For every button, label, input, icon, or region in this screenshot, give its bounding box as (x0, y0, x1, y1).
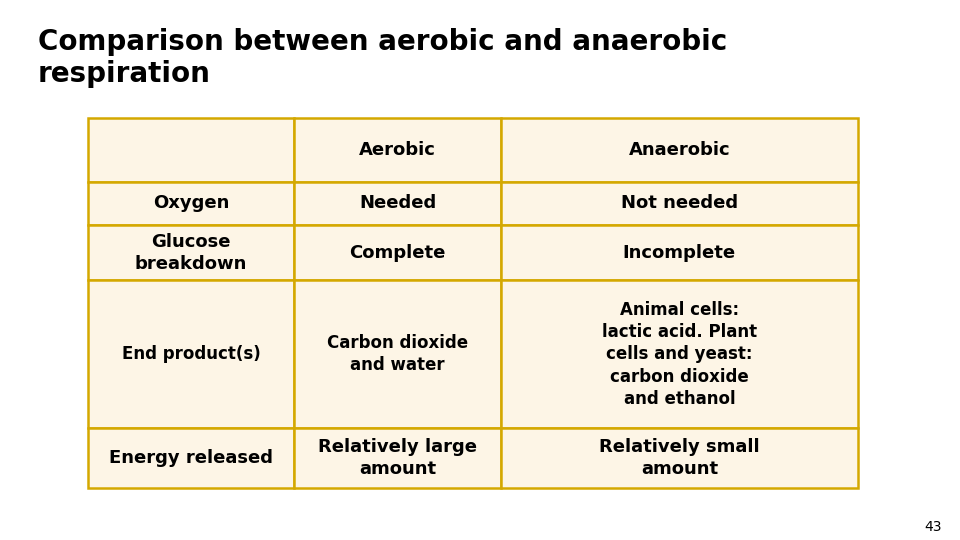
Text: Oxygen: Oxygen (153, 194, 229, 212)
Text: Complete: Complete (349, 244, 445, 262)
Bar (295, 118, 501, 181)
Text: Energy released: Energy released (109, 449, 274, 467)
Bar (88, 428, 295, 488)
Text: Animal cells:
lactic acid. Plant
cells and yeast:
carbon dioxide
and ethanol: Animal cells: lactic acid. Plant cells a… (602, 301, 756, 408)
Bar (501, 428, 858, 488)
Text: Glucose
breakdown: Glucose breakdown (135, 233, 248, 273)
Text: Anaerobic: Anaerobic (629, 141, 731, 159)
Bar (501, 181, 858, 225)
Text: Relatively small
amount: Relatively small amount (599, 438, 759, 478)
Text: Relatively large
amount: Relatively large amount (318, 438, 477, 478)
Bar (88, 280, 295, 428)
Bar (88, 225, 295, 280)
Text: Incomplete: Incomplete (623, 244, 736, 262)
Bar (295, 428, 501, 488)
Bar (295, 225, 501, 280)
Bar (88, 181, 295, 225)
Text: Needed: Needed (359, 194, 436, 212)
Bar (295, 280, 501, 428)
Text: Aerobic: Aerobic (359, 141, 436, 159)
Bar (501, 280, 858, 428)
Bar (295, 181, 501, 225)
Text: Comparison between aerobic and anaerobic
respiration: Comparison between aerobic and anaerobic… (38, 28, 728, 89)
Text: 43: 43 (924, 520, 942, 534)
Bar (501, 225, 858, 280)
Bar (501, 118, 858, 181)
Text: Not needed: Not needed (621, 194, 738, 212)
Text: End product(s): End product(s) (122, 346, 260, 363)
Bar (88, 118, 295, 181)
Text: Carbon dioxide
and water: Carbon dioxide and water (327, 334, 468, 374)
